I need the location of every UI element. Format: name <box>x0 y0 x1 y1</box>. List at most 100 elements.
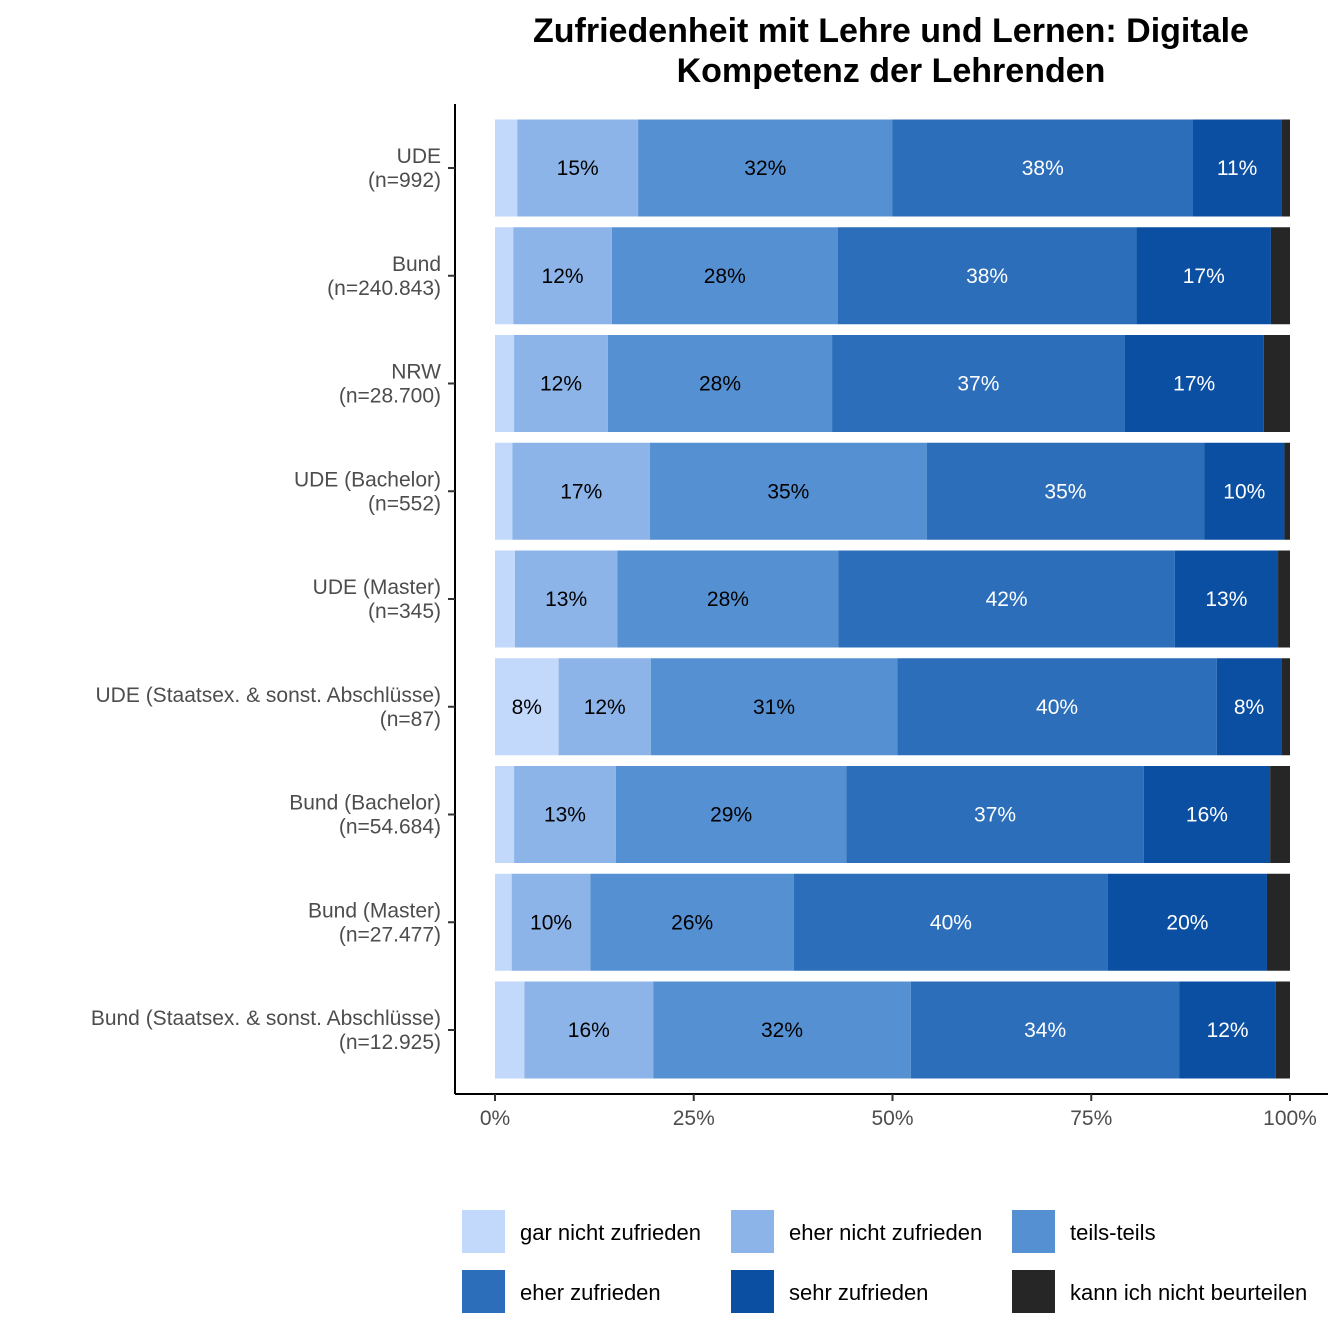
bar-segment <box>558 658 651 756</box>
data-label: 12% <box>540 373 582 396</box>
bars-layer: 15% 32% 38% 11% 12% 28% 38% 17% 12% 28% 37% 17% 17% 3… <box>495 119 1290 1079</box>
bar-segment <box>1136 227 1271 325</box>
bar-segment <box>607 335 833 432</box>
bar-segment <box>495 658 559 756</box>
bar-segment <box>1284 442 1290 540</box>
legend-swatch <box>1012 1210 1055 1253</box>
data-label: 32% <box>744 157 786 180</box>
data-label: 13% <box>544 804 586 827</box>
data-label: 32% <box>761 1019 803 1042</box>
x-ticks-layer: 0% 25% 50% 75% 100% <box>480 1094 1317 1130</box>
bar-segment <box>495 981 525 1079</box>
category-count-label: (n=345) <box>368 600 441 623</box>
legend: gar nicht zufrieden eher nicht zufrieden t… <box>462 1210 1307 1313</box>
bar-segment <box>910 981 1180 1079</box>
legend-label: teils-teils <box>1070 1220 1156 1245</box>
data-label: 28% <box>704 265 746 288</box>
category-count-label: (n=240.843) <box>327 277 441 300</box>
bar-segment <box>495 550 515 648</box>
x-tick-label: 75% <box>1070 1107 1112 1130</box>
legend-swatch <box>731 1270 774 1313</box>
bar-segment <box>511 873 591 971</box>
bar-segment <box>846 766 1144 863</box>
category-label: UDE (Staatsex. & sonst. Abschlüsse) <box>96 684 441 707</box>
bar-segment <box>617 550 839 648</box>
bar-segment <box>1281 119 1290 217</box>
bar-segment <box>1275 981 1290 1079</box>
data-label: 20% <box>1166 911 1208 934</box>
data-label: 12% <box>584 696 626 719</box>
bar-segment <box>495 442 513 540</box>
legend-label: eher nicht zufrieden <box>789 1220 982 1245</box>
bar-segment <box>513 227 612 325</box>
data-label: 38% <box>1022 157 1064 180</box>
data-label: 17% <box>560 480 602 503</box>
bar-segment <box>1270 227 1290 325</box>
category-label: Bund <box>392 253 441 276</box>
bar-segment <box>1193 119 1282 217</box>
bar-segment <box>837 227 1137 325</box>
bar-segment <box>495 119 518 217</box>
data-label: 34% <box>1024 1019 1066 1042</box>
data-label: 8% <box>1234 696 1264 719</box>
x-tick-label: 25% <box>673 1107 715 1130</box>
bar-segment <box>1107 873 1267 971</box>
data-label: 16% <box>568 1019 610 1042</box>
bar-segment <box>650 442 927 540</box>
data-label: 17% <box>1173 373 1215 396</box>
bar-segment <box>517 119 639 217</box>
legend-swatch <box>1012 1270 1055 1313</box>
bar-segment <box>1179 981 1276 1079</box>
data-label: 42% <box>986 588 1028 611</box>
data-label: 29% <box>710 804 752 827</box>
data-label: 38% <box>966 265 1008 288</box>
bar-segment <box>495 873 512 971</box>
chart-title-line-2: Kompetenz der Lehrenden <box>677 52 1106 90</box>
category-count-label: (n=28.700) <box>339 385 441 408</box>
bar-segment <box>793 873 1108 971</box>
data-label: 35% <box>1044 480 1086 503</box>
category-label: UDE <box>397 145 441 168</box>
data-label: 40% <box>930 911 972 934</box>
bar-segment <box>1174 550 1279 648</box>
bar-segment <box>926 442 1205 540</box>
category-label: NRW <box>391 361 441 384</box>
bar-segment <box>838 550 1175 648</box>
bar-segment <box>495 227 514 325</box>
bar-segment <box>611 227 838 325</box>
bar-segment <box>1124 335 1264 432</box>
category-count-label: (n=992) <box>368 169 441 192</box>
category-label: UDE (Bachelor) <box>294 468 441 491</box>
category-labels-layer: UDE(n=992) Bund(n=240.843) NRW(n=28.700) UD… <box>91 145 441 1054</box>
bar-segment <box>1216 658 1282 756</box>
bar-segment <box>1278 550 1290 648</box>
category-count-label: (n=27.477) <box>339 923 441 946</box>
data-label: 31% <box>753 696 795 719</box>
data-label: 13% <box>1205 588 1247 611</box>
data-label: 11% <box>1217 157 1257 180</box>
bar-segment <box>638 119 893 217</box>
category-count-label: (n=552) <box>368 492 441 515</box>
bar-segment <box>524 981 654 1079</box>
data-label: 17% <box>1183 265 1225 288</box>
bar-segment <box>495 335 515 432</box>
data-label: 37% <box>974 804 1016 827</box>
bar-segment <box>650 658 898 756</box>
data-label: 28% <box>707 588 749 611</box>
legend-swatch <box>462 1210 505 1253</box>
data-label: 28% <box>699 373 741 396</box>
data-label: 10% <box>1223 480 1265 503</box>
bar-segment <box>495 766 515 863</box>
bar-segment <box>1143 766 1271 863</box>
data-label: 40% <box>1036 696 1078 719</box>
legend-label: kann ich nicht beurteilen <box>1070 1280 1307 1305</box>
bar-segment <box>1270 766 1290 863</box>
data-label: 26% <box>671 911 713 934</box>
data-label: 12% <box>542 265 584 288</box>
bar-segment <box>514 550 618 648</box>
data-label: 15% <box>557 157 599 180</box>
data-label: 35% <box>767 480 809 503</box>
bar-segment <box>892 119 1194 217</box>
category-label: Bund (Master) <box>308 899 441 922</box>
data-label: 12% <box>1207 1019 1249 1042</box>
